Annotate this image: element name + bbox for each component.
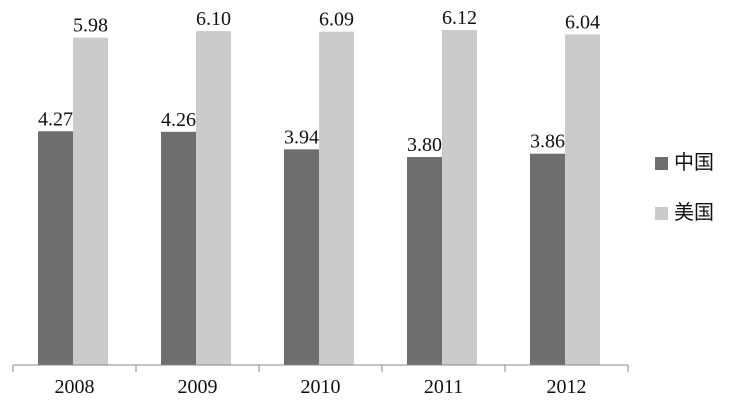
value-label-china-2009: 4.26 [161,109,196,131]
value-label-usa-2011: 6.12 [442,7,477,29]
bar-usa-2009 [196,31,231,366]
bar-china-2012 [530,153,565,365]
legend-swatch-china [655,157,668,170]
legend-label-usa: 美国 [674,201,714,224]
value-labels-layer: 4.27 5.98 4.26 6.10 3.94 6.09 3.80 6.12 3.86 6.04 [38,7,600,156]
bar-usa-2008 [73,37,108,366]
value-label-usa-2009: 6.10 [196,8,231,30]
bars-layer [38,30,600,366]
bar-usa-2012 [565,34,600,365]
value-label-china-2012: 3.86 [530,131,565,153]
legend-swatch-usa [655,207,668,220]
bar-china-2008 [38,131,73,365]
value-label-usa-2010: 6.09 [319,9,354,31]
legend-label-china: 中国 [674,151,714,174]
x-tick-label-2011: 2011 [424,376,463,398]
value-label-china-2011: 3.80 [407,134,442,156]
value-label-usa-2012: 6.04 [565,11,600,33]
value-label-china-2010: 3.94 [284,126,319,148]
x-tick-label-2008: 2008 [55,376,95,398]
x-tick-label-2010: 2010 [301,376,341,398]
bar-china-2010 [284,149,319,365]
x-tick-label-2009: 2009 [178,376,218,398]
bar-usa-2011 [442,30,477,365]
x-axis: 2008 2009 2010 2011 2012 [12,364,629,398]
x-tick-label-2012: 2012 [547,376,587,398]
bar-china-2009 [161,131,196,365]
bar-usa-2010 [319,31,354,366]
value-label-china-2008: 4.27 [38,108,73,130]
bar-china-2011 [407,156,442,365]
value-label-usa-2008: 5.98 [73,15,108,37]
